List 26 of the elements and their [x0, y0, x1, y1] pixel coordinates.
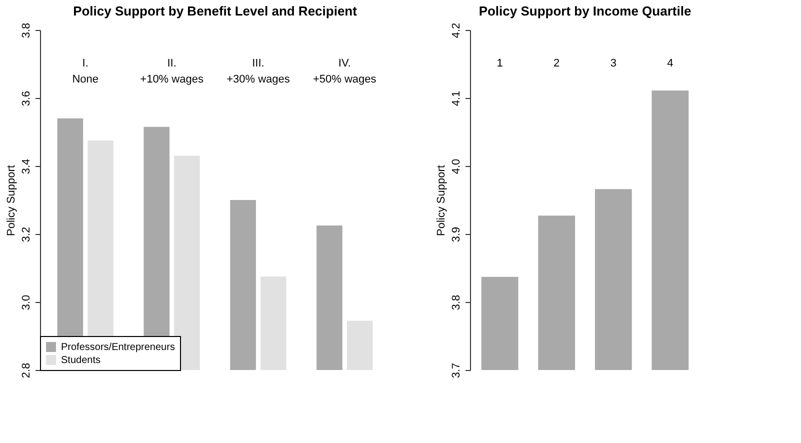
x-tick-label: 1 [496, 58, 503, 70]
y-tick-label: 3.6 [20, 90, 32, 106]
y-axis-title: Policy Support [436, 165, 448, 236]
x-tick-label: IV. +50% wages [312, 58, 377, 86]
x-tick-label: I. None [72, 58, 99, 86]
x-tick-label: III. +30% wages [226, 58, 290, 86]
y-tick-label: 3.8 [450, 294, 462, 310]
y-tick-label: 3.9 [450, 226, 462, 242]
y-tick-label: 3.2 [20, 226, 32, 242]
y-tick-label: 3.7 [450, 362, 462, 378]
y-axis-title: Policy Support [6, 165, 18, 236]
y-tick-label: 3.4 [20, 158, 32, 174]
x-tick-label: 3 [610, 58, 616, 70]
y-tick-label: 3.8 [20, 22, 32, 38]
y-tick-label: 4.2 [450, 22, 462, 38]
y-tick-label: 4.1 [450, 90, 462, 106]
legend-label: Professors/Entrepreneurs [61, 342, 175, 353]
y-tick-label: 2.8 [20, 362, 32, 378]
y-tick-label: 3.0 [20, 294, 32, 310]
legend-label: Students [61, 355, 100, 366]
y-tick-label: 4.0 [450, 158, 462, 174]
x-tick-label: 2 [554, 58, 560, 70]
x-tick-label: II. +10% wages [140, 58, 204, 86]
x-tick-label: 4 [667, 58, 674, 70]
chart-title: Policy Support by Benefit Level and Recipient [73, 3, 358, 18]
chart-title: Policy Support by Income Quartile [478, 3, 692, 18]
